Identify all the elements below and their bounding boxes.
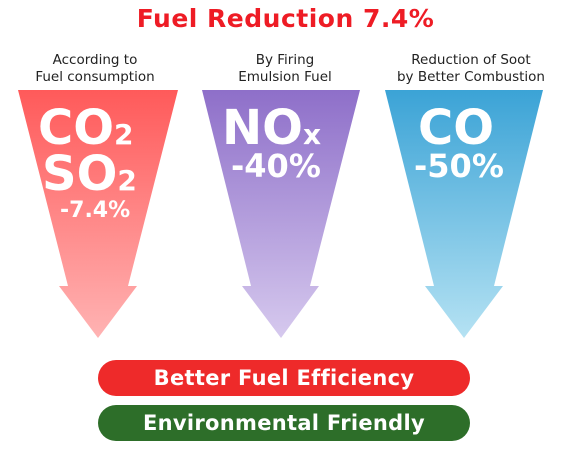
caption-line: Emulsion Fuel <box>238 69 332 85</box>
arrow-nox <box>202 90 360 338</box>
subscript-2: 2 <box>114 118 134 151</box>
caption-line: Fuel consumption <box>35 69 155 85</box>
caption-line: By Firing <box>255 52 315 68</box>
label-co2: CO2 <box>38 100 134 156</box>
caption-co: Reduction of Soot by Better Combustion <box>376 52 566 86</box>
reduction-co2-so2: -7.4% <box>60 198 131 223</box>
label-co: CO <box>418 100 495 156</box>
reduction-nox: -40% <box>231 147 321 185</box>
banner-environmental-friendly: Environmental Friendly <box>98 405 470 441</box>
caption-co2-so2: According to Fuel consumption <box>0 52 190 86</box>
label-nox: NOx <box>222 100 322 156</box>
subscript-2: 2 <box>117 164 137 197</box>
subscript-x: x <box>302 118 322 151</box>
banner-better-fuel-efficiency: Better Fuel Efficiency <box>98 360 470 396</box>
label-so2: SO2 <box>42 146 137 202</box>
reduction-co: -50% <box>414 147 504 185</box>
arrow-co2-so2 <box>18 90 178 338</box>
caption-line: by Better Combustion <box>396 69 545 85</box>
caption-line: According to <box>52 52 138 68</box>
caption-line: Reduction of Soot <box>411 52 531 68</box>
caption-nox: By Firing Emulsion Fuel <box>190 52 380 86</box>
arrow-co <box>385 90 543 338</box>
title: Fuel Reduction 7.4% <box>136 4 435 33</box>
